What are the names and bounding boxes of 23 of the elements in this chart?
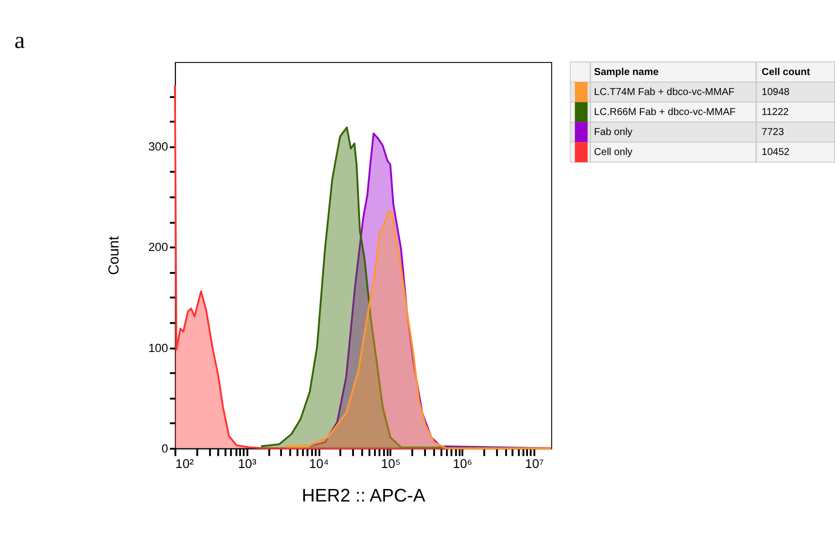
- text: 10948: [762, 86, 790, 98]
- legend-label: Fab only: [594, 126, 632, 138]
- chart-title: a: [14, 28, 26, 54]
- legend-label: LC.R66M Fab + dbco-vc-MMAF: [594, 106, 736, 118]
- y-tick-label: 0: [161, 441, 168, 456]
- text: Cell count: [762, 66, 811, 78]
- x-tick-label: 10³: [238, 456, 256, 471]
- x-tick-label: 10⁶: [452, 456, 472, 471]
- y-tick-label: 200: [148, 240, 168, 254]
- x-tick-label: 10²: [175, 456, 194, 471]
- text: 7723: [762, 126, 784, 138]
- y-tick-label: 100: [148, 340, 168, 355]
- legend-title: Sample name: [594, 66, 660, 78]
- legend-label: LC.T74M Fab + dbco-vc-MMAF: [594, 86, 735, 98]
- legend-label: Cell only: [594, 146, 632, 158]
- x-tick-label: 10⁴: [309, 456, 329, 471]
- x-tick-label: 10⁷: [524, 456, 544, 471]
- x-axis-title: HER2 :: APC-A: [302, 486, 426, 506]
- y-axis-title: Count: [106, 236, 122, 276]
- y-tick-label: 300: [148, 140, 168, 154]
- text: 10452: [762, 146, 790, 158]
- x-tick-label: 10⁵: [381, 456, 401, 471]
- text: 11222: [762, 106, 790, 118]
